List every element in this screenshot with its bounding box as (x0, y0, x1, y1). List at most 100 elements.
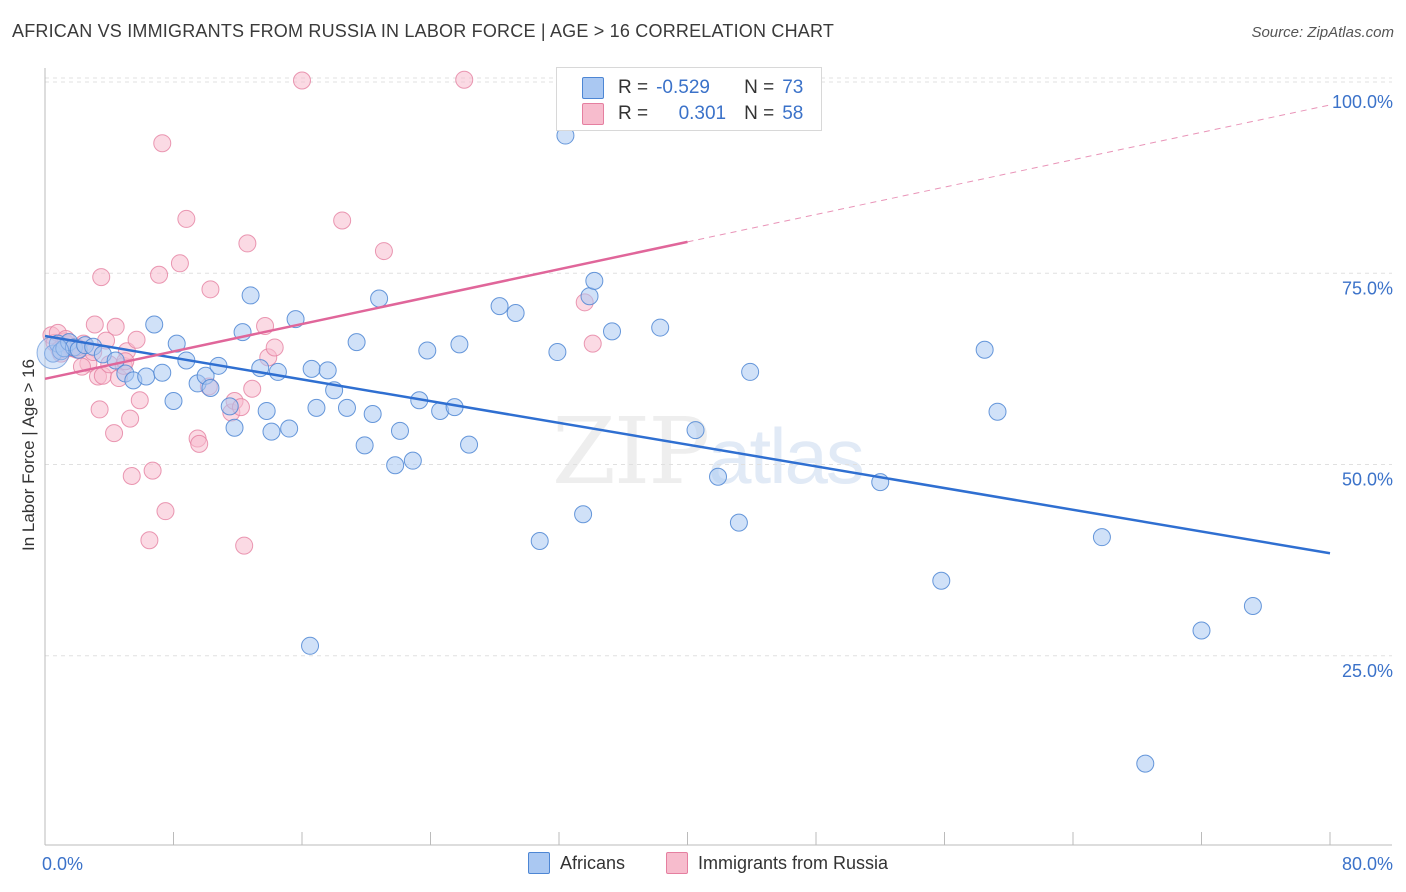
legend-swatch-africans (582, 77, 604, 99)
data-point-africans (1192, 621, 1211, 640)
data-point-africans (167, 334, 186, 353)
legend-swatch-russia (582, 103, 604, 125)
data-point-africans (220, 397, 239, 416)
data-point-russia (374, 242, 393, 261)
data-point-russia (130, 391, 149, 410)
data-point-africans (1092, 528, 1111, 547)
data-point-russia (106, 317, 125, 336)
data-point-africans (262, 422, 281, 441)
n-label: N = (744, 103, 775, 124)
data-point-russia (190, 434, 209, 453)
legend-row-russia: R = 0.301 N = 58 (557, 101, 803, 127)
data-point-africans (355, 436, 374, 455)
data-point-russia (140, 531, 159, 550)
data-point-russia (127, 330, 146, 349)
data-point-africans (490, 297, 509, 316)
data-point-africans (1243, 597, 1262, 616)
data-point-russia (153, 134, 172, 153)
data-point-africans (530, 532, 549, 550)
data-point-africans (301, 636, 320, 655)
correlation-legend: R = -0.529 N = 73 R = 0.301 N = 58 (556, 67, 822, 131)
source-label: Source: ZipAtlas.com (1251, 24, 1394, 41)
chart-title: AFRICAN VS IMMIGRANTS FROM RUSSIA IN LAB… (12, 21, 835, 41)
data-point-africans (988, 402, 1007, 421)
data-point-africans (390, 421, 409, 440)
r-label: R = (618, 77, 649, 98)
data-point-africans (337, 398, 356, 417)
data-point-russia (243, 379, 262, 398)
y-tick-label: 100.0% (1332, 92, 1393, 112)
data-point-cluster (36, 336, 70, 370)
r-label: R = (618, 103, 649, 124)
data-point-africans (580, 287, 599, 306)
data-point-africans (585, 271, 604, 290)
data-point-africans (225, 418, 244, 437)
data-point-africans (268, 362, 287, 381)
series-legend: Africans Immigrants from Russia (0, 852, 1406, 878)
legend-swatch-russia (666, 852, 688, 874)
data-point-africans (302, 359, 321, 378)
data-point-africans (318, 361, 337, 380)
data-point-africans (709, 467, 728, 486)
watermark: ZIPatlas (552, 398, 865, 505)
data-point-africans (651, 318, 670, 337)
data-point-africans (145, 315, 164, 334)
data-point-africans (386, 456, 405, 475)
data-point-russia (235, 536, 254, 555)
tick-labels: 25.0% 50.0% 75.0% 100.0% 0.0% 80.0% (42, 92, 1393, 874)
data-point-russia (293, 71, 311, 90)
data-point-africans (506, 304, 525, 323)
n-value: 58 (782, 103, 804, 124)
data-point-russia (122, 466, 141, 485)
legend-swatch-africans (528, 852, 550, 874)
data-point-africans (241, 286, 260, 305)
data-point-africans (307, 398, 326, 417)
data-point-africans (460, 435, 479, 454)
data-point-russia (85, 315, 104, 334)
data-point-africans (137, 367, 156, 386)
y-axis-label: In Labor Force | Age > 16 (19, 359, 38, 551)
data-point-africans (201, 379, 220, 397)
data-point-africans (347, 333, 366, 352)
data-point-africans (257, 401, 276, 420)
data-point-africans (164, 392, 183, 411)
data-point-russia (150, 265, 169, 284)
y-tick-label: 25.0% (1342, 661, 1393, 681)
data-point-africans (418, 341, 437, 360)
trend-line-russia (44, 240, 688, 381)
y-tick-label: 75.0% (1342, 278, 1393, 298)
data-point-africans (403, 451, 422, 470)
series-africans-points (36, 126, 1262, 773)
trend-lines (44, 104, 1331, 555)
data-point-russia (105, 424, 124, 443)
data-point-africans (741, 362, 760, 381)
x-tick-label: 80.0% (1342, 854, 1393, 874)
data-point-russia (143, 461, 162, 480)
r-value: -0.529 (656, 77, 710, 98)
data-point-russia (583, 334, 602, 353)
grid-lines (45, 77, 1392, 657)
legend-row-africans: R = -0.529 N = 73 (557, 75, 803, 101)
n-label: N = (744, 77, 775, 98)
data-point-africans (603, 322, 622, 341)
n-value: 73 (782, 77, 804, 98)
legend-label-africans: Africans (560, 852, 626, 873)
data-point-africans (363, 405, 382, 424)
legend-label-russia: Immigrants from Russia (698, 852, 889, 873)
data-point-africans (1136, 754, 1155, 773)
legend-item-russia: Immigrants from Russia (666, 852, 888, 874)
data-point-africans (450, 335, 469, 354)
data-point-russia (455, 70, 474, 89)
watermark-main: ZIP (552, 398, 710, 505)
data-point-russia (265, 338, 284, 357)
data-point-africans (370, 289, 389, 308)
data-point-africans (729, 513, 748, 532)
data-point-russia (90, 400, 109, 419)
data-point-africans (280, 419, 299, 438)
data-point-russia (170, 254, 189, 273)
data-point-russia (333, 211, 352, 230)
data-point-russia (156, 502, 175, 521)
x-tick-label: 0.0% (42, 854, 83, 874)
data-point-africans (574, 505, 593, 524)
